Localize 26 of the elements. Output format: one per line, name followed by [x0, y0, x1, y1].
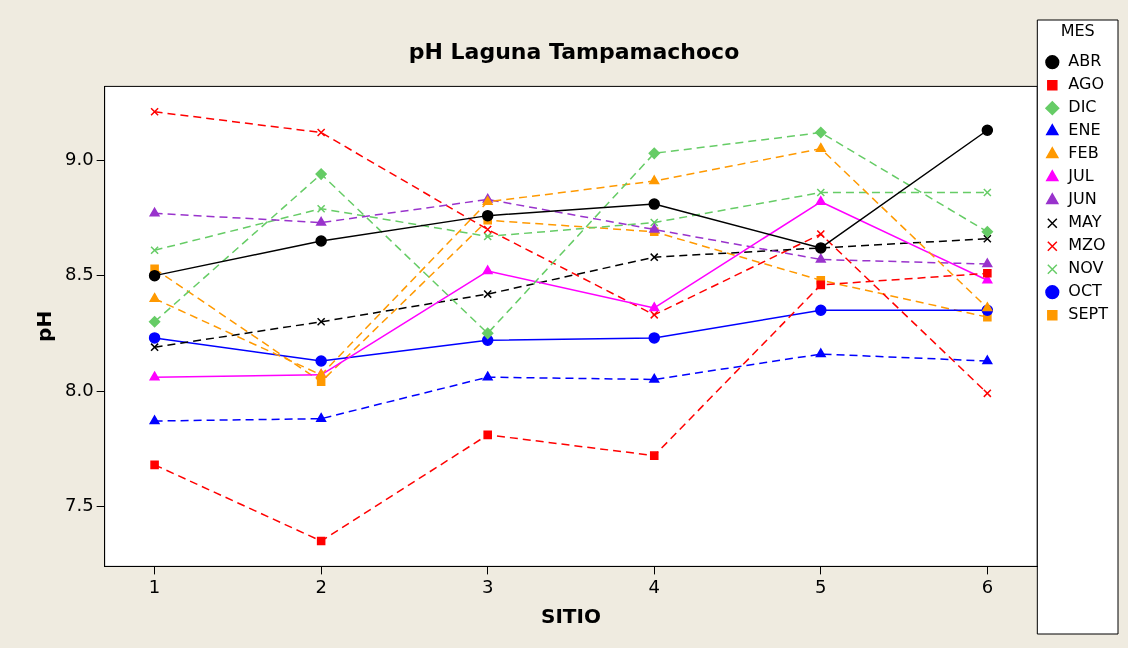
x-tick-label: 4 — [648, 575, 660, 597]
legend-label: AGO — [1068, 74, 1104, 94]
legend-label: OCT — [1068, 281, 1103, 301]
x-tick-label: 6 — [981, 575, 994, 597]
y-tick-label: 7.5 — [64, 494, 94, 516]
legend-label: DIC — [1068, 97, 1097, 117]
legend-label: MZO — [1068, 235, 1106, 255]
legend-label: ENE — [1068, 120, 1101, 140]
legend-label: ABR — [1068, 51, 1102, 71]
legend-label: SEPT — [1068, 304, 1109, 324]
legend-label: JUN — [1067, 189, 1097, 209]
y-tick-label: 9.0 — [64, 147, 94, 169]
y-axis-title: pH — [32, 310, 57, 342]
x-tick-label: 1 — [148, 575, 161, 597]
x-tick-label: 2 — [315, 575, 327, 597]
legend-title: MES — [1060, 21, 1095, 41]
chart-title: pH Laguna Tampamachoco — [408, 38, 740, 64]
x-tick-label: 3 — [481, 575, 494, 597]
legend-label: FEB — [1068, 143, 1099, 163]
y-tick-label: 8.5 — [64, 263, 94, 285]
x-axis-title: SITIO — [541, 604, 601, 629]
legend-label: MAY — [1068, 212, 1102, 232]
legend-label: NOV — [1068, 258, 1104, 278]
legend-label: JUL — [1067, 166, 1094, 186]
y-tick-label: 8.0 — [64, 378, 94, 400]
x-tick-label: 5 — [815, 575, 827, 597]
